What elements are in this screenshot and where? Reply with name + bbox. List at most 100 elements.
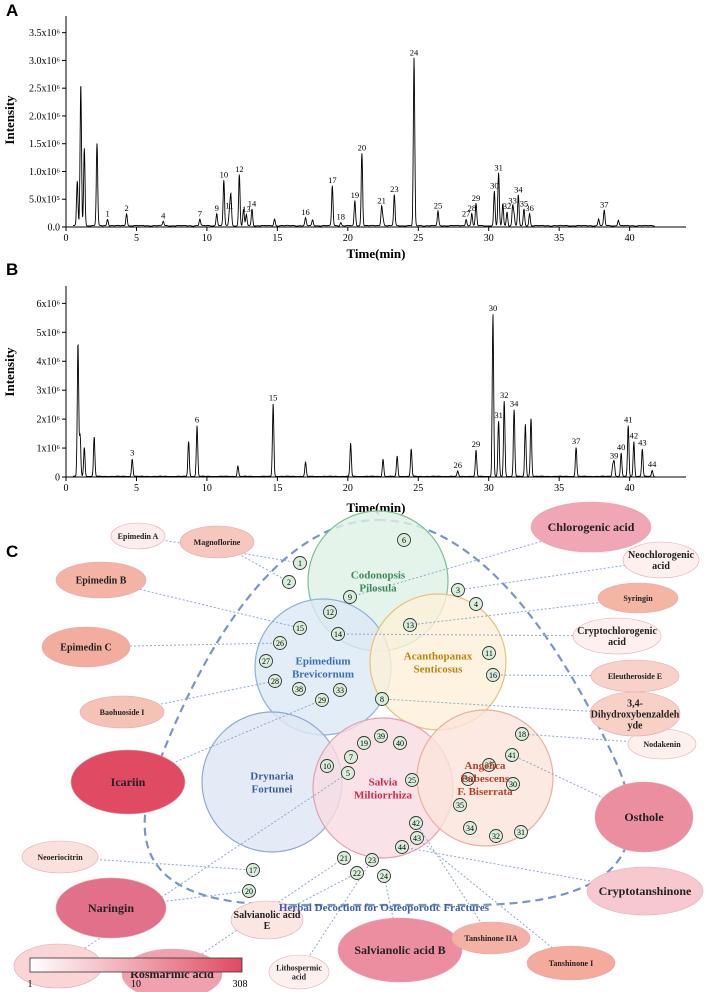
compound-ellipse	[572, 617, 662, 655]
compound-node-number: 40	[396, 739, 404, 748]
compound-node-number: 1	[298, 559, 302, 568]
chartA-x-tick-label: 25	[413, 233, 423, 244]
chartA-y-tick-label: 2.0x10⁶	[29, 111, 61, 122]
chartA-peak-label: 34	[514, 184, 523, 194]
compound-node-number: 41	[508, 751, 516, 760]
compound-link	[127, 699, 323, 783]
panel-label-b: B	[6, 260, 18, 279]
chartA-peak-label: 19	[351, 190, 360, 200]
chartB-y-tick-label: 5x10⁶	[37, 328, 61, 339]
compound-node-number: 18	[518, 730, 526, 739]
compound-label: Cryptotanshinone	[599, 884, 692, 898]
chartA-peak-label: 35	[520, 198, 529, 208]
chromatogram-a-trace	[73, 57, 655, 227]
compound-node-number: 13	[406, 621, 414, 630]
chartA-peak-label: 18	[337, 212, 346, 222]
chartA-peak-label: 30	[490, 181, 499, 191]
chartA-peak-label: 9	[215, 203, 219, 213]
compound-label: Syringin	[623, 594, 653, 603]
chartA-x-tick-label: 35	[554, 233, 564, 244]
compound-ellipse	[21, 840, 99, 874]
compound-node-number: 8	[380, 695, 384, 704]
outer-boundary-label: Herbal Decoction for Osteoporotic Fractu…	[279, 902, 490, 914]
herb-label-codonopsis: Codonopsis Pilosula	[351, 570, 406, 595]
chartB-x-tick-label: 35	[554, 483, 564, 494]
compound-node	[315, 693, 329, 707]
compound-ellipse	[594, 781, 694, 853]
compound-ellipse	[179, 525, 255, 559]
compound-node	[320, 759, 334, 773]
chartB-peak-label: 31	[494, 410, 503, 420]
compound-label: Magnoflorine	[194, 538, 241, 547]
compound-ellipse	[530, 501, 652, 553]
panel-label-a: A	[6, 1, 18, 20]
chartA-y-tick-label: 0.0	[48, 223, 61, 234]
compound-node	[453, 798, 467, 812]
compound-node	[350, 866, 364, 880]
compound-node	[395, 840, 409, 854]
compound-node-number: 6	[402, 536, 406, 545]
chartA-peak-label: 25	[434, 201, 443, 211]
compound-node	[242, 884, 256, 898]
compound-link	[415, 822, 492, 939]
chartA-x-tick-label: 30	[484, 233, 494, 244]
compound-node	[377, 869, 391, 883]
compound-node	[374, 729, 388, 743]
compound-label: Eleutheroside E	[608, 672, 662, 681]
chartB-x-tick-label: 25	[413, 483, 423, 494]
compound-node-number: 10	[323, 762, 331, 771]
chartB-peak-label: 34	[510, 398, 519, 408]
herb-label-acanthopanax: Acanthopanax Senticosus	[404, 651, 473, 676]
outer-dashed-boundary	[143, 518, 632, 907]
compound-node-number: 25	[408, 776, 416, 785]
chartA-peak-label: 13	[242, 204, 251, 214]
compound-link	[171, 857, 345, 975]
colorbar-mid-label: 10	[131, 979, 141, 990]
compound-ellipse	[337, 917, 463, 983]
compound-ellipse	[590, 659, 680, 693]
compound-node-number: 35	[456, 801, 464, 810]
compound-node	[505, 748, 519, 762]
chartB-x-tick-label: 40	[625, 483, 635, 494]
chartA-peak-label: 2	[124, 203, 128, 213]
herb-label-drynaria: Drynaria Fortunei	[250, 771, 294, 796]
compound-ellipse	[110, 522, 166, 550]
chartA-peak-label: 17	[328, 175, 337, 185]
compound-label: Osthole	[624, 810, 664, 824]
compound-node-number: 44	[398, 843, 406, 852]
compound-node-number: 3	[456, 586, 460, 595]
compound-node	[365, 853, 379, 867]
chartA-x-tick-label: 20	[343, 233, 353, 244]
chartB-peak-label: 39	[610, 451, 619, 461]
chartA-x-tick-label: 0	[64, 233, 69, 244]
compound-node-number: 21	[340, 854, 348, 863]
chartA-peak-label: 11	[225, 201, 233, 211]
compound-node	[341, 766, 355, 780]
herb-label-salvia: Salvia Miltiorrhiza	[354, 777, 413, 802]
chartB-peak-label: 30	[489, 303, 498, 313]
chartB-peak-label: 3	[130, 448, 134, 458]
compound-node-number: 19	[360, 739, 368, 748]
compound-node-number: 9	[348, 593, 352, 602]
compound-ellipse	[622, 541, 700, 579]
compound-label: Salvianolic acid B	[354, 943, 445, 957]
chartA-y-tick-label: 1.5x10⁶	[29, 139, 61, 150]
chartA-peak-label: 1	[105, 208, 109, 218]
chartB-y-tick-label: 3x10⁶	[37, 386, 61, 397]
chartA-peak-label: 7	[198, 208, 202, 218]
compound-node	[292, 682, 306, 696]
compound-node-number: 4	[474, 600, 478, 609]
compound-node-number: 16	[489, 671, 497, 680]
compound-ellipse	[586, 866, 704, 916]
chartB-peak-label: 41	[624, 414, 633, 424]
chartA-y-tick-label: 1.0x10⁶	[29, 167, 61, 178]
compound-node-number: 31	[517, 828, 525, 837]
chartB-y-tick-label: 6x10⁶	[37, 299, 61, 310]
compound-node-number: 34	[466, 824, 474, 833]
chartA-peak-label: 23	[390, 184, 399, 194]
compound-label: Neochlorogenic acid	[628, 550, 694, 572]
compound-node-number: 23	[368, 856, 376, 865]
chartB-peak-label: 32	[500, 390, 509, 400]
chromatogram-b-y-title: Intensity	[2, 347, 17, 397]
compound-node	[337, 851, 351, 865]
